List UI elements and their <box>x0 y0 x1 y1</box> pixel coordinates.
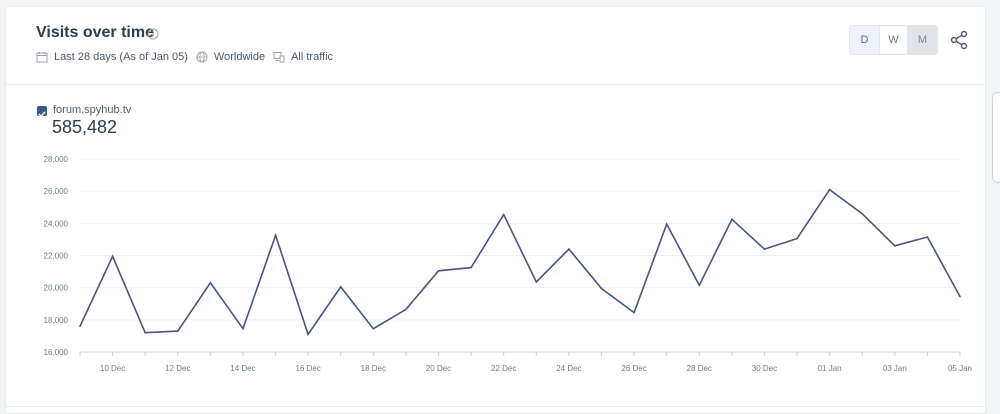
data-point <box>796 237 798 240</box>
data-point <box>600 287 603 290</box>
y-tick-label: 20,000 <box>44 284 69 293</box>
y-tick-label: 16,000 <box>44 348 69 357</box>
x-tick-label: 16 Dec <box>295 364 320 373</box>
y-tick-label: 22,000 <box>44 252 69 261</box>
y-tick-label: 28,000 <box>44 155 69 164</box>
legend-total-visits: 585,482 <box>52 117 118 137</box>
granularity-week-button[interactable]: W <box>879 26 908 54</box>
data-point <box>568 248 570 250</box>
region-label: Worldwide <box>213 51 266 63</box>
filters-row: Last 28 days (As of Jan 05) Worldwide Al… <box>36 49 341 65</box>
data-point <box>470 266 472 269</box>
x-tick-label: 30 Dec <box>752 364 777 373</box>
data-point <box>698 284 701 287</box>
date-range-label: Last 28 days (As of Jan 05) <box>54 51 188 63</box>
x-tick-label: 18 Dec <box>361 364 386 373</box>
calendar-icon <box>36 52 48 63</box>
traffic-label: All traffic <box>291 51 334 63</box>
data-point <box>209 282 212 284</box>
data-point <box>535 281 538 283</box>
data-point <box>405 308 407 311</box>
granularity-month-button[interactable]: M <box>908 26 937 54</box>
x-tick-label: 05 Jan <box>948 364 972 373</box>
data-point <box>959 295 961 298</box>
data-point <box>828 188 831 191</box>
data-point <box>274 234 277 237</box>
data-point <box>502 213 505 216</box>
devices-icon <box>273 52 285 63</box>
data-point <box>242 327 244 330</box>
x-tick-label: 26 Dec <box>621 364 646 373</box>
visits-over-time-card: Visits over time Last 28 days (As of Jan… <box>5 6 986 414</box>
x-tick-label: 28 Dec <box>687 364 712 373</box>
y-tick-label: 24,000 <box>44 219 69 228</box>
footer-divider <box>6 406 985 407</box>
x-tick-label: 03 Jan <box>883 364 907 373</box>
x-tick-label: 01 Jan <box>818 364 842 373</box>
x-tick-label: 24 Dec <box>556 364 581 373</box>
data-point <box>176 330 179 332</box>
data-point <box>307 333 309 336</box>
x-tick-label: 22 Dec <box>491 364 516 373</box>
data-point <box>861 212 864 215</box>
data-point <box>339 286 342 288</box>
data-point <box>894 245 896 247</box>
checkmark-icon <box>38 111 46 118</box>
data-point <box>372 327 375 330</box>
legend-site-name: forum.spyhub.tv <box>53 104 132 116</box>
y-tick-label: 26,000 <box>44 187 69 196</box>
data-point <box>926 236 929 238</box>
data-point <box>111 255 114 258</box>
y-tick-label: 18,000 <box>44 316 69 325</box>
globe-icon <box>196 51 208 63</box>
granularity-toggle: D W M <box>849 25 938 55</box>
header-divider <box>6 84 985 85</box>
granularity-day-button[interactable]: D <box>850 26 879 54</box>
x-tick-label: 14 Dec <box>230 364 255 373</box>
data-point <box>633 311 635 314</box>
data-point <box>144 331 146 334</box>
x-tick-label: 20 Dec <box>426 364 451 373</box>
data-point <box>79 325 81 328</box>
info-icon[interactable] <box>147 28 159 40</box>
side-panel-tab[interactable] <box>992 92 1000 183</box>
x-tick-label: 10 Dec <box>100 364 125 373</box>
visits-line-chart: 16,000 18,000 20,000 22,000 24,000 26,000 28,0… <box>44 155 972 373</box>
legend-checkbox[interactable] <box>37 106 47 118</box>
x-tick-label: 12 Dec <box>165 364 190 373</box>
card-title: Visits over time <box>36 24 154 41</box>
share-icon[interactable] <box>950 30 968 50</box>
data-point <box>731 218 733 221</box>
data-point <box>665 223 668 225</box>
series-line <box>79 188 961 337</box>
data-point <box>437 269 440 272</box>
data-point <box>763 248 766 250</box>
